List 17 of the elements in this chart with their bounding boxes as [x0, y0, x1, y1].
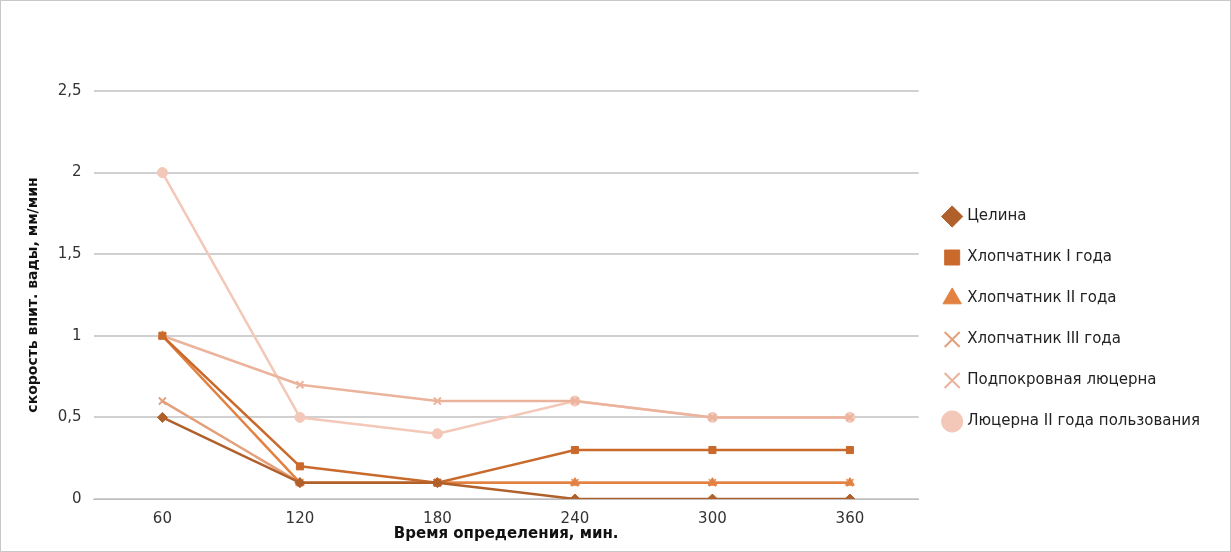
legend-label: Подпокровная люцерна — [967, 370, 1157, 389]
y-tick-label: 1 — [72, 325, 82, 344]
legend-label: Хлопчатник II года — [967, 288, 1117, 307]
x-tick-label: 60 — [152, 508, 172, 527]
y-tick-label: 2,5 — [57, 80, 82, 99]
y-tick-label: 2 — [72, 162, 82, 181]
legend-label: Люцерна II года пользования — [967, 411, 1201, 430]
y-tick-label: 0 — [72, 488, 82, 507]
legend-label: Хлопчатник III года — [967, 329, 1121, 348]
y-tick-label: 0,5 — [57, 407, 82, 426]
legend-label: Целина — [967, 206, 1027, 225]
x-tick-label: 120 — [285, 508, 315, 527]
x-tick-label: 360 — [835, 508, 865, 527]
x-tick-label: 300 — [698, 508, 727, 527]
y-axis-title: скорость впит. вады, мм/мин — [24, 177, 41, 413]
legend-label: Хлопчатник I года — [967, 247, 1113, 266]
y-tick-label: 1,5 — [57, 244, 82, 263]
